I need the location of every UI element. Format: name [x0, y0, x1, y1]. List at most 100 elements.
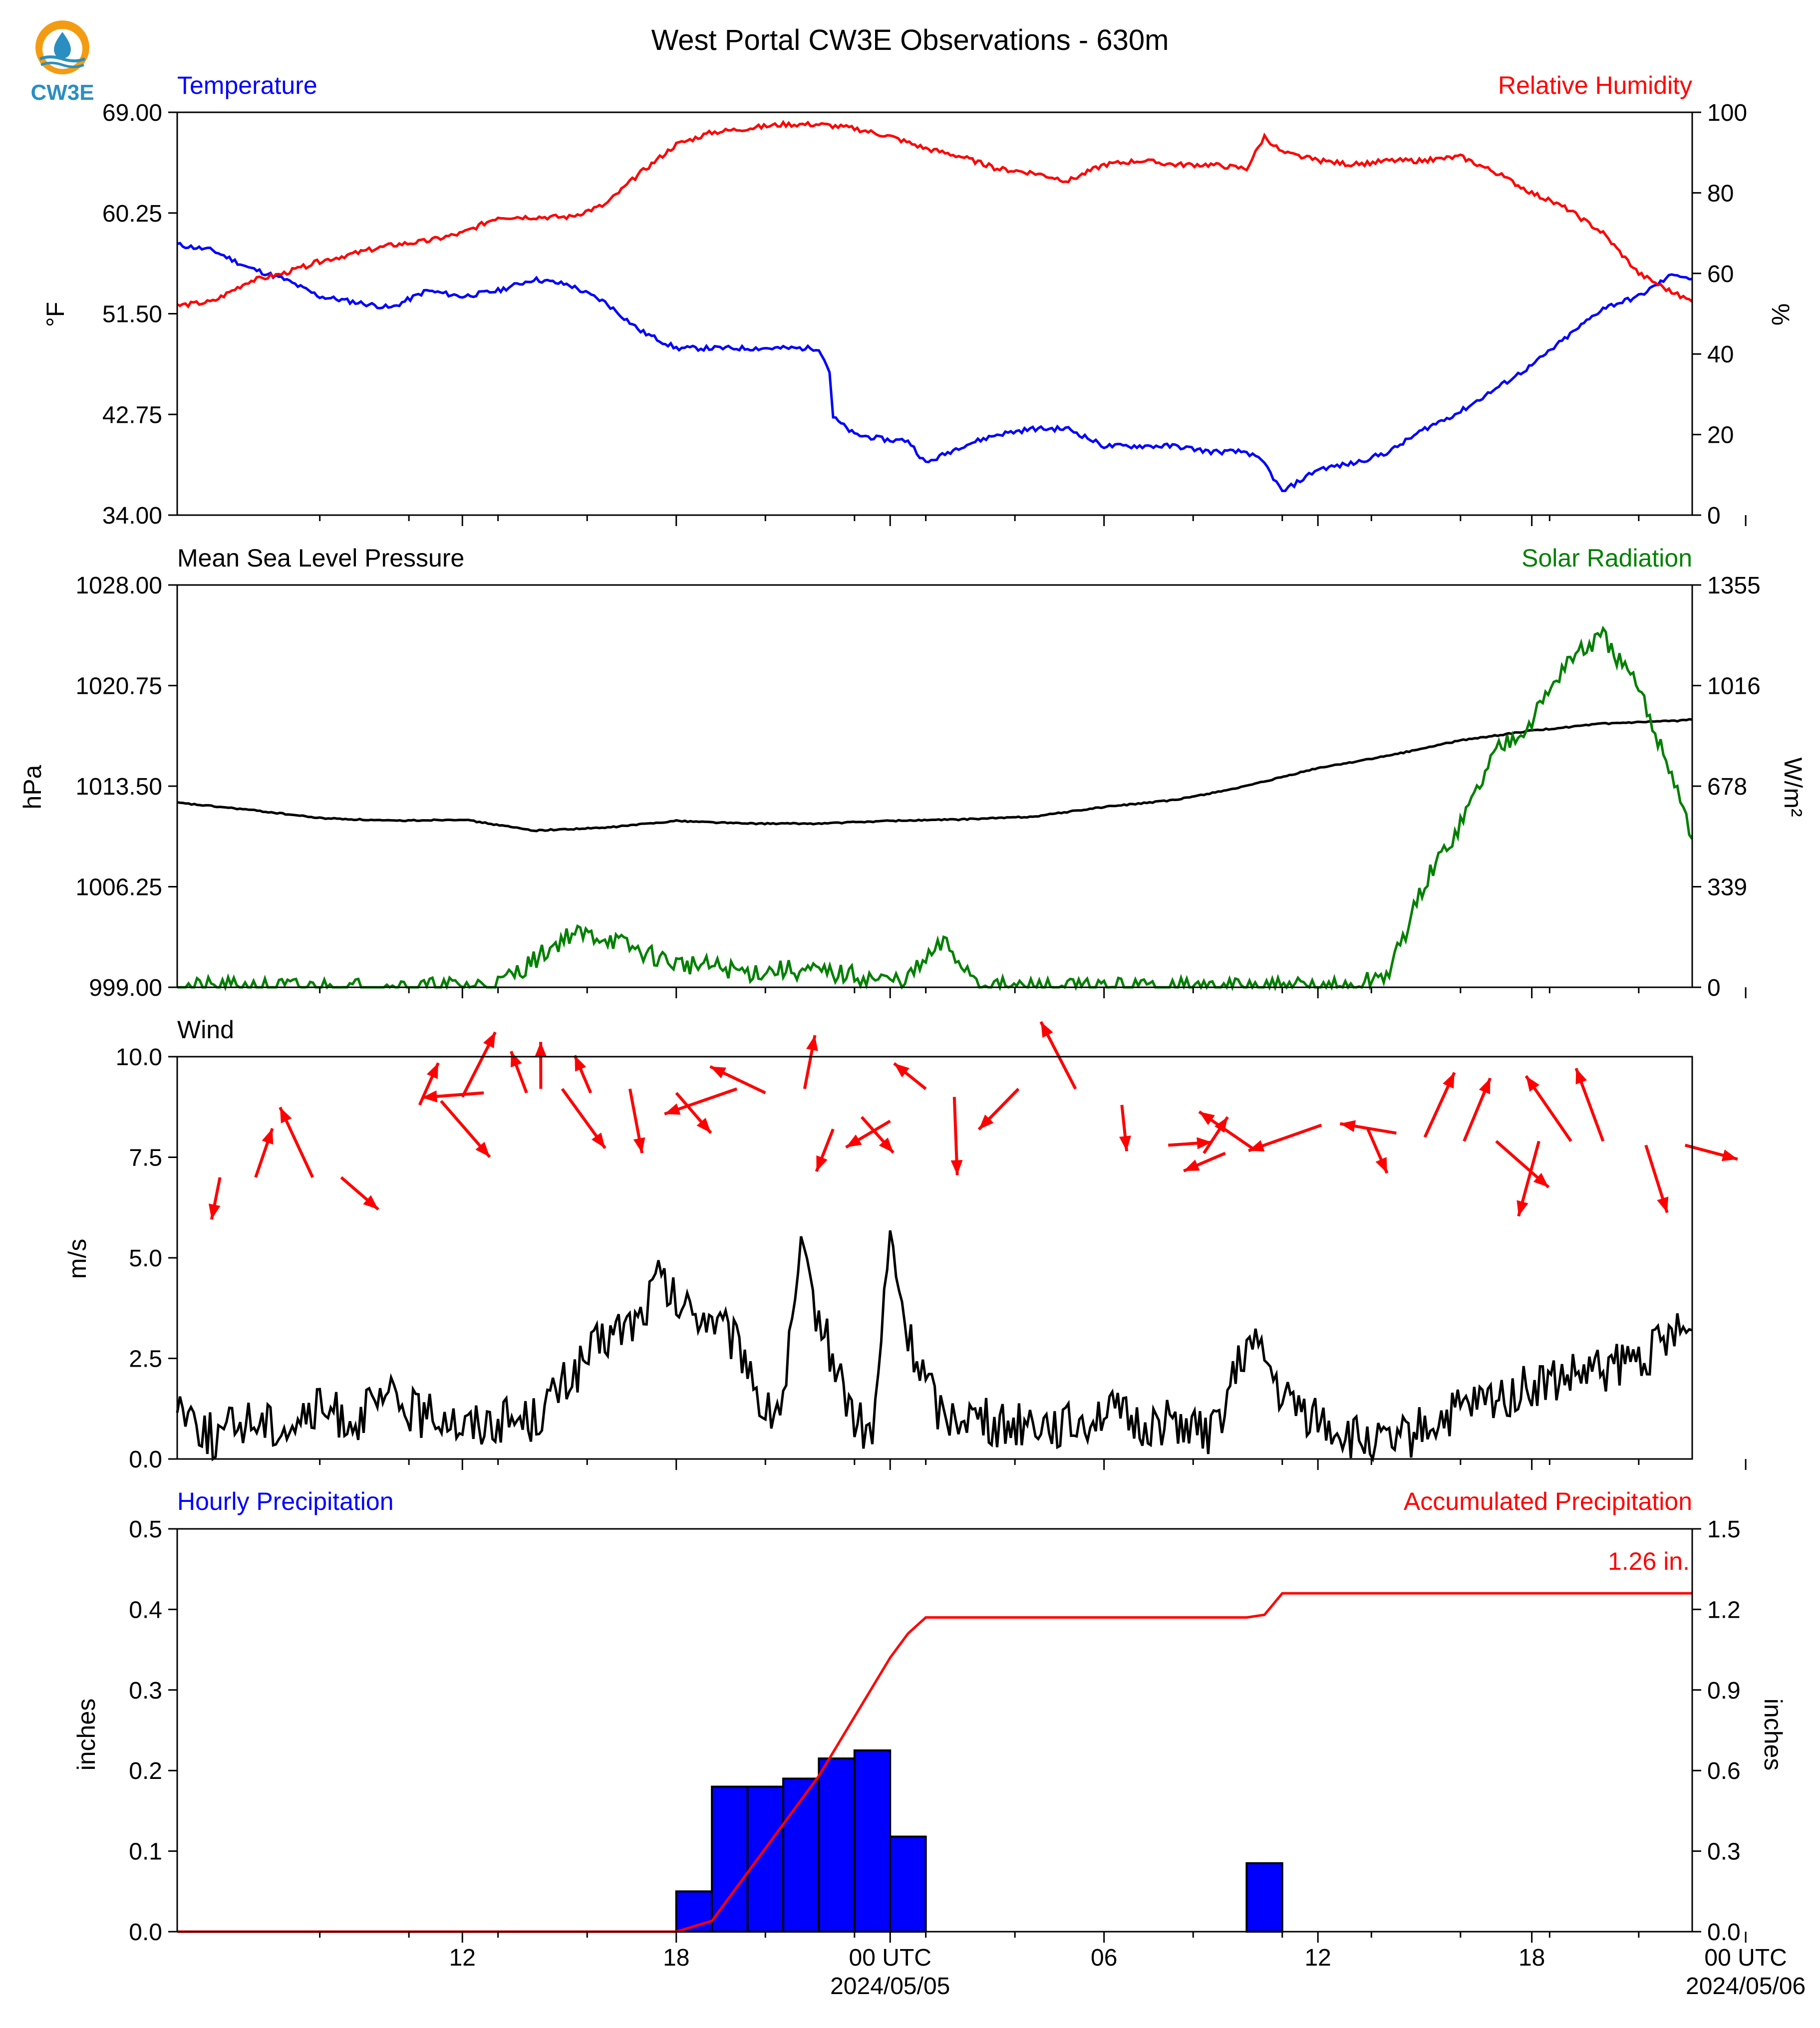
- y-right-tick-label: 40: [1707, 341, 1734, 368]
- y-tick-label: 7.5: [129, 1145, 162, 1171]
- wind-arrow-head: [208, 1203, 221, 1220]
- y-tick-label: 999.00: [89, 975, 162, 1001]
- wind-arrow-head: [475, 1142, 490, 1158]
- precip-bar: [889, 1835, 927, 1933]
- y-right-tick-label: 0.6: [1707, 1758, 1741, 1784]
- y-tick-label: 2.5: [129, 1346, 162, 1373]
- accumulated-precip-title: Accumulated Precipitation: [1404, 1487, 1692, 1515]
- y-tick-label: 0.2: [129, 1758, 162, 1784]
- wind-arrow-head: [363, 1195, 378, 1210]
- wind-arrow-head: [879, 1137, 894, 1153]
- solar-radiation-title: Solar Radiation: [1521, 544, 1692, 572]
- precip-bar: [818, 1757, 856, 1933]
- wind-arrow-head: [1443, 1072, 1455, 1089]
- wind-arrow-head: [1721, 1150, 1738, 1161]
- wind-arrow-head: [1517, 1200, 1528, 1216]
- temperature-rh-panel: Temperature Relative Humidity °F % 69.00…: [41, 71, 1795, 529]
- y-tick-label: 0.0: [129, 1447, 162, 1473]
- y-right-tick-label: 1.2: [1707, 1597, 1741, 1623]
- y-tick-label: 1020.75: [75, 673, 162, 700]
- x-tick-label: 00 UTC: [1704, 1945, 1787, 1971]
- y-tick-label: 0.3: [129, 1678, 162, 1704]
- y-tick-label: 0.1: [129, 1839, 162, 1865]
- wind-arrow-head: [1197, 1137, 1213, 1150]
- wind-arrow-head: [846, 1134, 862, 1148]
- wind-arrow-head: [575, 1055, 587, 1072]
- wind-arrow-head: [483, 1032, 496, 1049]
- y-right-tick-label: 80: [1707, 180, 1734, 207]
- wind-arrow-head: [806, 1035, 818, 1051]
- y-right-tick-label: 0.9: [1707, 1678, 1741, 1704]
- y-tick-label: 1028.00: [75, 573, 162, 599]
- wind-arrow-head: [816, 1155, 828, 1171]
- precip-bar: [711, 1785, 749, 1933]
- y-right-tick-label: 0.0: [1707, 1919, 1741, 1946]
- solar-axis-label: W/m²: [1779, 757, 1807, 817]
- wind-arrow-head: [535, 1042, 547, 1057]
- wind-arrow-head: [978, 1114, 994, 1130]
- hourly-precip-axis-label: inches: [72, 1699, 100, 1771]
- y-right-tick-label: 20: [1707, 422, 1734, 449]
- wind-arrow-head: [894, 1063, 910, 1078]
- y-right-tick-label: 339: [1707, 874, 1747, 901]
- wind-arrow-head: [1041, 1022, 1053, 1038]
- x-tick-label: 12: [1304, 1945, 1331, 1971]
- pressure-solar-panel: Mean Sea Level Pressure Solar Radiation …: [18, 544, 1807, 1001]
- wind-arrow-head: [1479, 1078, 1491, 1095]
- wind-arrows: [208, 1021, 1738, 1220]
- y-right-tick-label: 100: [1707, 100, 1747, 126]
- wind-arrow-head: [422, 1090, 438, 1103]
- wind-arrow-head: [664, 1103, 681, 1115]
- wind-series-line: [176, 1230, 1693, 1463]
- y-right-tick-label: 1.5: [1707, 1516, 1741, 1543]
- wind-arrow-head: [633, 1137, 645, 1154]
- x-tick-label: 12: [449, 1945, 476, 1971]
- wind-arrow-head: [696, 1118, 711, 1133]
- wind-arrow-head: [511, 1051, 522, 1068]
- wind-arrow-head: [591, 1132, 606, 1149]
- temperature-series-line: [177, 242, 1693, 493]
- precip-bar: [1245, 1862, 1283, 1933]
- y-tick-label: 1013.50: [75, 774, 162, 800]
- precip-series-line: [177, 1592, 1692, 1933]
- y-tick-label: 69.00: [102, 100, 162, 126]
- wind-arrow-head: [1575, 1068, 1587, 1085]
- precip-bar: [746, 1785, 785, 1933]
- y-tick-label: 60.25: [102, 201, 162, 227]
- precip-annotation: 1.26 in.: [1608, 1547, 1690, 1575]
- wind-arrow-head: [1248, 1140, 1265, 1152]
- precip-plot-frame: [176, 1528, 1693, 1933]
- y-right-tick-label: 1016: [1707, 673, 1761, 700]
- wind-arrow-head: [426, 1063, 438, 1079]
- wind-arrow-head: [710, 1066, 726, 1079]
- cw3e-logo-icon: CW3E: [30, 20, 94, 105]
- wind-arrow-head: [950, 1159, 963, 1175]
- y-tick-label: 42.75: [102, 402, 162, 428]
- y-tick-label: 0.4: [129, 1597, 162, 1623]
- relative-humidity-title: Relative Humidity: [1498, 71, 1692, 99]
- precip-bar: [853, 1749, 892, 1933]
- wind-arrow-head: [1657, 1196, 1669, 1213]
- y-right-tick-label: 60: [1707, 261, 1734, 288]
- wind-arrow-head: [1533, 1172, 1549, 1187]
- temperature-series-line: [176, 120, 1693, 309]
- temperature-axis-label: °F: [41, 302, 69, 327]
- wind-arrow-head: [1184, 1159, 1200, 1171]
- x-tick-label: 00 UTC: [849, 1945, 931, 1971]
- y-right-tick-label: 0: [1707, 503, 1721, 529]
- wind-arrow-head: [280, 1107, 292, 1124]
- pressure-series-line: [177, 625, 1694, 992]
- wind-title: Wind: [177, 1016, 234, 1044]
- precip-bars: [675, 1749, 1283, 1933]
- pressure-plot-frame: [176, 584, 1693, 988]
- wind-arrow-head: [262, 1128, 274, 1145]
- wind-panel: Wind m/s 10.0 7.5 5.0 2.5 0.0: [63, 1016, 1747, 1473]
- x-tick-label: 06: [1091, 1945, 1117, 1971]
- y-right-tick-label: 1355: [1707, 573, 1761, 599]
- wind-arrow-head: [1119, 1136, 1131, 1152]
- wind-axis-label: m/s: [63, 1239, 91, 1279]
- y-tick-label: 0.0: [129, 1919, 162, 1946]
- chart-title: West Portal CW3E Observations - 630m: [651, 24, 1169, 56]
